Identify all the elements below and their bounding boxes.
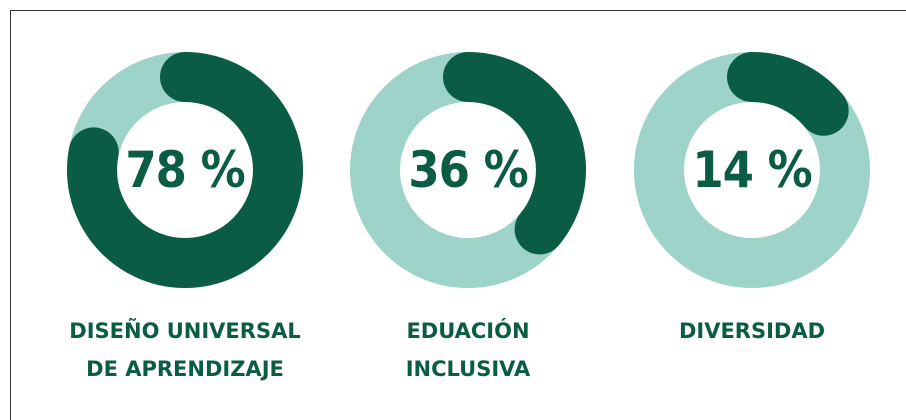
gauge-label: DIVERSIDAD <box>678 319 826 343</box>
gauge-value-label: 14 % <box>692 141 811 199</box>
gauge-label: DISEÑO UNIVERSAL DE APRENDIZAJE <box>69 319 301 381</box>
frame <box>10 10 906 420</box>
gauge-arc <box>67 52 303 288</box>
gauge-arc <box>634 52 870 288</box>
gauge-value-label: 78 % <box>125 141 244 199</box>
gauge-arc <box>350 52 586 288</box>
gauge-value-label: 36 % <box>408 141 527 199</box>
gauge-label: EDUACIÓN INCLUSIVA <box>405 319 531 381</box>
